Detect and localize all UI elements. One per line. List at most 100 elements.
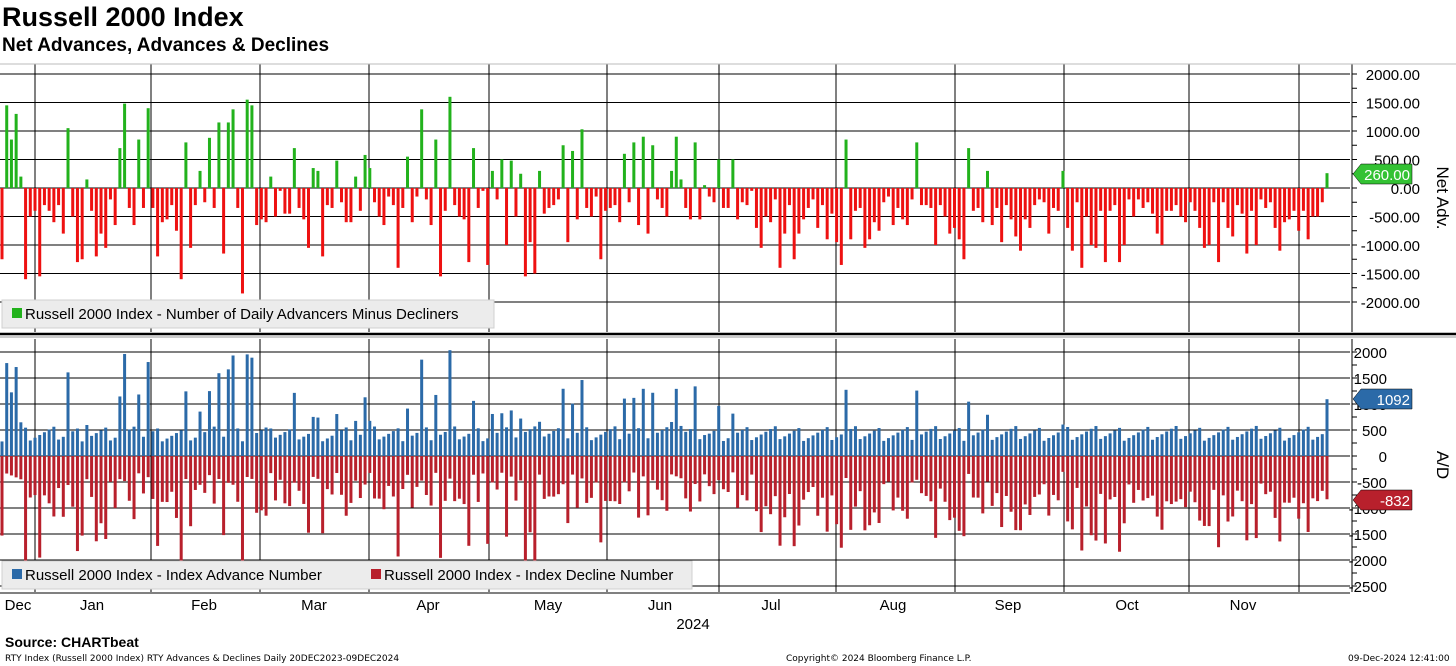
advance-bar xyxy=(618,439,622,456)
net-bar xyxy=(905,188,909,226)
net-bar xyxy=(174,188,178,231)
advance-bar xyxy=(160,441,164,456)
advance-bar xyxy=(406,408,410,456)
advance-bar xyxy=(85,425,89,456)
advance-bar xyxy=(641,388,645,456)
advance-bar xyxy=(420,359,424,456)
advance-bar xyxy=(552,430,556,456)
decline-bar xyxy=(1240,456,1244,502)
net-bar xyxy=(146,108,150,188)
decline-bar xyxy=(1042,456,1046,485)
net-bar xyxy=(505,188,509,245)
decline-bar xyxy=(952,456,956,518)
adv-dec-panel: 2000150010005000-500-1000-1500-2000-2500… xyxy=(0,339,1452,596)
advance-bar xyxy=(717,405,721,456)
net-bar xyxy=(38,188,42,277)
net-bar xyxy=(1099,188,1103,211)
net-bar xyxy=(670,170,674,188)
decline-bar xyxy=(9,456,13,476)
net-bar xyxy=(1165,188,1169,211)
decline-bar xyxy=(561,456,565,485)
decline-bar xyxy=(1198,456,1202,521)
net-bar xyxy=(1108,188,1112,211)
decline-bar xyxy=(245,456,249,478)
net-y-axis-title: Net Adv. xyxy=(1433,167,1452,230)
advance-bar xyxy=(151,431,155,456)
net-bar xyxy=(57,188,61,206)
advance-bar xyxy=(1259,438,1263,456)
advance-bar xyxy=(943,436,947,456)
decline-bar xyxy=(203,456,207,493)
net-bar xyxy=(967,148,971,188)
net-bar xyxy=(571,150,575,188)
net-bar xyxy=(1052,188,1056,208)
net-bar xyxy=(165,188,169,220)
advance-bar xyxy=(674,388,678,456)
advance-bar xyxy=(490,413,494,456)
decline-bar xyxy=(585,456,589,503)
net-bar xyxy=(1066,188,1070,228)
net-bar xyxy=(1136,188,1140,200)
advance-bar xyxy=(1099,438,1103,456)
advance-bar xyxy=(335,414,339,456)
decline-bar xyxy=(467,456,471,546)
net-bar xyxy=(618,188,622,223)
net-bar xyxy=(901,188,905,220)
advance-bar xyxy=(830,439,834,456)
net-bar xyxy=(1132,188,1136,217)
advance-bar xyxy=(415,432,419,456)
advance-bar xyxy=(721,440,725,456)
net-bar xyxy=(250,105,254,188)
net-bar xyxy=(406,156,410,188)
decline-bar xyxy=(684,456,688,499)
net-bar xyxy=(924,188,928,206)
net-bar xyxy=(42,188,46,206)
net-bar xyxy=(198,170,202,188)
advance-bar xyxy=(349,440,353,456)
advance-bar xyxy=(1113,430,1117,456)
decline-bar xyxy=(1151,456,1155,496)
advance-bar xyxy=(387,433,391,456)
decline-bar xyxy=(769,456,773,515)
advance-bar xyxy=(80,441,84,456)
advance-bar xyxy=(1221,429,1225,456)
advance-bar xyxy=(495,432,499,456)
decline-bar xyxy=(679,456,683,479)
net-bar xyxy=(792,188,796,260)
decline-bar xyxy=(981,456,985,514)
decline-bar xyxy=(236,456,240,502)
net-bar xyxy=(552,188,556,206)
net-bar xyxy=(71,188,75,217)
advance-bar xyxy=(528,429,532,456)
advance-bar xyxy=(33,437,37,456)
advance-bar xyxy=(1301,429,1305,456)
decline-bar xyxy=(184,456,188,480)
net-bar xyxy=(943,188,947,217)
net-bar xyxy=(283,188,287,214)
advance-bar xyxy=(688,429,692,456)
net-bar xyxy=(420,109,424,188)
advance-bar xyxy=(90,435,94,456)
decline-bar xyxy=(1169,456,1173,505)
net-bar xyxy=(396,188,400,268)
decline-bar xyxy=(688,456,692,512)
advance-bar xyxy=(811,435,815,456)
advance-bar xyxy=(905,427,909,456)
decline-bar xyxy=(490,456,494,483)
decline-bar xyxy=(820,456,824,498)
advance-bar xyxy=(547,433,551,456)
x-tick-label: Oct xyxy=(1115,597,1139,614)
advance-bar xyxy=(1179,438,1183,456)
advance-bar xyxy=(849,428,853,456)
net-bar xyxy=(467,188,471,263)
decline-bar xyxy=(962,456,966,537)
advance-bar xyxy=(1118,427,1122,456)
decline-bar xyxy=(28,456,32,498)
net-bars xyxy=(0,96,1329,294)
net-bar xyxy=(632,142,636,188)
net-bar xyxy=(123,103,127,188)
decline-bar xyxy=(61,456,65,517)
decline-bar xyxy=(1155,456,1159,517)
callout-label: 260.00 xyxy=(1364,167,1410,184)
advance-bar xyxy=(783,436,787,456)
